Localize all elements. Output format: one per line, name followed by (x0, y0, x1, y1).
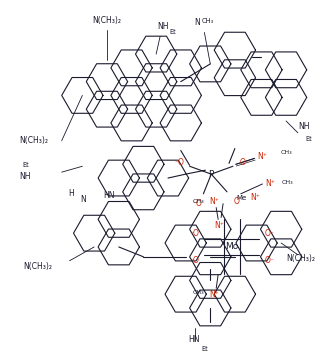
Text: N: N (80, 195, 86, 204)
Text: NH: NH (298, 122, 309, 131)
Text: CH₃: CH₃ (280, 150, 292, 155)
Text: CH₃: CH₃ (201, 17, 213, 24)
Text: ⁻O: ⁻O (190, 229, 199, 238)
Text: Et: Et (305, 136, 312, 142)
Text: HN: HN (188, 335, 199, 344)
Text: O: O (234, 197, 240, 206)
Text: HN: HN (103, 191, 115, 200)
Text: N(CH₃)₂: N(CH₃)₂ (93, 16, 121, 25)
Text: NH: NH (19, 171, 31, 181)
Text: CH₃: CH₃ (193, 199, 204, 204)
Text: NH: NH (157, 22, 169, 31)
Text: ⁻O: ⁻O (190, 256, 199, 265)
Text: N(CH₃)₂: N(CH₃)₂ (286, 254, 315, 263)
Text: CH₃: CH₃ (282, 179, 294, 185)
Text: N(CH₃)₂: N(CH₃)₂ (20, 136, 49, 145)
Text: O⁻: O⁻ (264, 256, 274, 265)
Text: CH₃: CH₃ (193, 290, 204, 295)
Text: N⁺: N⁺ (214, 221, 224, 230)
Text: N(CH₃)₂: N(CH₃)₂ (24, 262, 52, 271)
Text: O⁻: O⁻ (240, 158, 250, 167)
Text: N⁺: N⁺ (258, 152, 267, 161)
Text: O⁻: O⁻ (264, 229, 274, 238)
Text: Et: Et (22, 162, 29, 168)
Text: ⁻O: ⁻O (193, 199, 203, 208)
Text: N⁺: N⁺ (251, 193, 260, 202)
Text: P: P (209, 170, 214, 179)
Text: N⁺: N⁺ (209, 290, 219, 299)
Text: H: H (69, 189, 74, 198)
Text: N⁺: N⁺ (209, 197, 219, 206)
Text: Mo: Mo (225, 242, 238, 252)
Text: Et: Et (201, 346, 208, 352)
Text: Me: Me (237, 195, 247, 201)
Text: ⁻O: ⁻O (175, 158, 185, 167)
Text: Et: Et (169, 29, 176, 35)
Text: N⁺: N⁺ (266, 179, 275, 189)
Text: N: N (195, 18, 200, 27)
